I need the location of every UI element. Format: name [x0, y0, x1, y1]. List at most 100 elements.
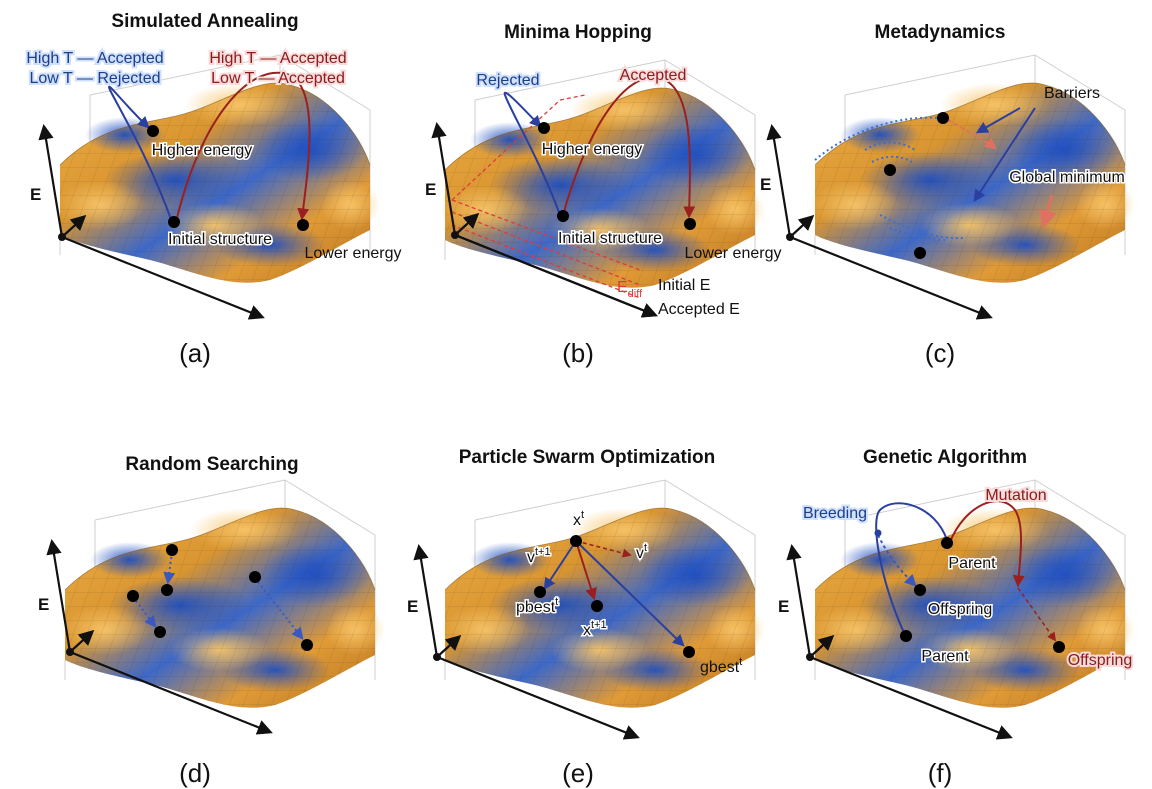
panel-tag: (e): [562, 758, 594, 788]
initial-structure-label: Initial structure: [558, 230, 662, 247]
initial-structure-marker: [168, 216, 180, 228]
panel-title: Genetic Algorithm: [863, 447, 1027, 468]
v-t1-label: vt+1: [527, 546, 551, 566]
x-t-sup: t: [581, 509, 584, 521]
parent-top-label: Parent: [948, 555, 996, 572]
initial-structure-marker: [557, 210, 569, 222]
panel-tag: (d): [179, 758, 211, 788]
x-t1-label: xt+1: [583, 619, 607, 639]
high-t-accepted-blue-label: High T — Accepted: [26, 50, 163, 67]
next-position-marker: [591, 600, 603, 612]
parent-marker: [941, 537, 953, 549]
e-diff-sub: diff: [628, 288, 643, 300]
panel-a: Simulated Annealing E High T — Accepted …: [24, 11, 402, 368]
accepted-e-label: Accepted E: [658, 301, 740, 318]
e-diff-main: E: [617, 279, 628, 296]
pbest-base: pbest: [516, 599, 556, 616]
higher-energy-label: Higher energy: [152, 142, 253, 159]
gbest-marker: [683, 646, 695, 658]
v-t1-base: v: [527, 549, 535, 566]
low-t-rejected-label: Low T — Rejected: [29, 70, 160, 87]
barrier-arrow: [973, 107, 1036, 203]
panel-title: Random Searching: [125, 454, 298, 475]
pbest-sup: t: [555, 596, 558, 608]
lower-energy-marker: [684, 218, 696, 230]
v-t-label: vt: [636, 542, 647, 562]
higher-energy-marker: [538, 122, 550, 134]
sample-marker: [249, 571, 261, 583]
v-t1-sup: t+1: [535, 546, 551, 558]
lower-energy-marker: [297, 219, 309, 231]
parent-bottom-label: Parent: [921, 648, 969, 665]
parent-marker: [900, 630, 912, 642]
velocity-arrow: [543, 540, 577, 591]
initial-structure-label: Initial structure: [168, 231, 272, 248]
x-t1-base: x: [583, 622, 591, 639]
x-t1-sup: t+1: [591, 619, 607, 631]
offspring-marker: [914, 584, 926, 596]
sample-marker: [301, 639, 313, 651]
higher-energy-marker: [147, 125, 159, 137]
x-axis-arrow: [454, 233, 658, 318]
walker-marker: [937, 112, 949, 124]
rejected-arrow: [108, 85, 173, 223]
escape-arrow: [947, 119, 997, 150]
sample-marker: [161, 584, 173, 596]
panel-title: Minima Hopping: [504, 22, 652, 43]
gbest-sup: t: [739, 656, 742, 668]
minimum-marker: [884, 164, 896, 176]
lower-energy-label: Lower energy: [685, 245, 782, 262]
accepted-arrow: [175, 71, 311, 223]
x-t-base: x: [573, 512, 581, 529]
v-t-base: v: [636, 545, 644, 562]
panel-title: Simulated Annealing: [111, 11, 298, 32]
panel-tag: (f): [928, 758, 953, 788]
next-position-arrow: [575, 540, 597, 601]
bias-contours: [814, 116, 966, 241]
breeding-junction: [874, 529, 882, 537]
descent-arrow: [1039, 194, 1057, 229]
mutation-label: Mutation: [985, 487, 1046, 504]
high-t-accepted-red-label: High T — Accepted: [209, 50, 346, 67]
axis-e-label: E: [778, 597, 789, 616]
axis-e-label: E: [38, 595, 49, 614]
panel-title: Metadynamics: [875, 22, 1006, 43]
random-jumps: [132, 551, 304, 640]
e-diff-label: Ediff: [617, 279, 643, 300]
panel-tag: (c): [925, 338, 955, 368]
panel-f: Genetic Algorithm E Breeding Mutation Pa…: [778, 447, 1136, 788]
offspring-mid-label: Offspring: [928, 601, 993, 618]
breeding-label: Breeding: [803, 505, 867, 522]
v-t-sup: t: [644, 542, 647, 554]
accepted-arrow: [562, 76, 696, 219]
panel-tag: (b): [562, 338, 594, 368]
breeding-arc: [875, 502, 948, 636]
sample-marker: [154, 626, 166, 638]
pbest-marker: [534, 586, 546, 598]
low-t-accepted-label: Low T — Accepted: [211, 70, 345, 87]
panel-c: Metadynamics E Barriers Global minimum (…: [760, 22, 1136, 368]
x-t-label: xt: [573, 509, 584, 529]
panel-e: Particle Swarm Optimization E xt vt+1 vt…: [407, 447, 766, 788]
mutation-arc: [949, 500, 1025, 588]
higher-energy-label: Higher energy: [542, 141, 643, 158]
axis-e-label: E: [30, 185, 41, 204]
panel-b: Minima Hopping E Rejected Accepted Highe…: [425, 22, 781, 368]
inertia-arrow: [575, 540, 632, 558]
axis-e-label: E: [407, 597, 418, 616]
axis-e-label: E: [425, 180, 436, 199]
initial-e-label: Initial E: [658, 277, 710, 294]
gbest-base: gbest: [700, 659, 740, 676]
sample-marker: [166, 544, 178, 556]
accepted-label: Accepted: [620, 67, 687, 84]
lower-energy-label: Lower energy: [305, 245, 402, 262]
energy-surface: [59, 479, 386, 709]
offspring-marker: [1053, 641, 1065, 653]
rejected-label: Rejected: [476, 72, 539, 89]
panel-title: Particle Swarm Optimization: [459, 447, 716, 468]
energy-planes: [451, 94, 641, 299]
offspring-right-label: Offspring: [1068, 652, 1133, 669]
mutation-offspring-arrow: [1017, 587, 1057, 642]
global-minimum-label: Global minimum: [1009, 169, 1125, 186]
